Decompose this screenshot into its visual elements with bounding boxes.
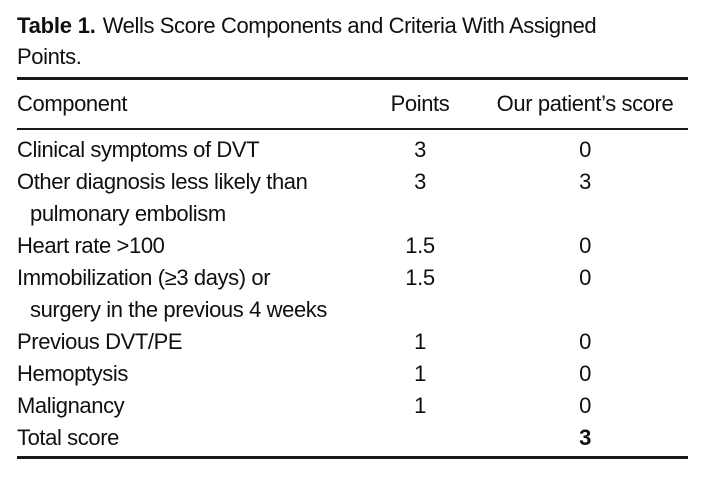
cell-score: 0 — [579, 361, 591, 386]
cell-points: 3 — [414, 169, 426, 194]
component-text: Other diagnosis less likely than — [17, 169, 308, 194]
header-patient-score: Our patient’s score — [496, 90, 674, 116]
cell-component: Previous DVT/PE — [17, 326, 358, 358]
cell-points: 1.5 — [405, 265, 435, 290]
cell-component: Immobilization (≥3 days) or surgery in th… — [17, 262, 358, 326]
cell-component: Other diagnosis less likely than pulmonar… — [17, 166, 358, 230]
table-header-rule — [17, 127, 688, 130]
component-text-wrap: pulmonary embolism — [30, 201, 226, 226]
table-row-previous-dvt-pe: Previous DVT/PE 1 0 — [17, 326, 688, 358]
table-top-rule — [17, 77, 688, 80]
caption-line1: Table 1. Wells Score Components and Crite… — [17, 10, 688, 41]
cell-component: Malignancy — [17, 390, 358, 422]
table-row-total-score: Total score 3 — [17, 422, 688, 454]
caption-text-line2: Points. — [17, 44, 82, 69]
component-text: Malignancy — [17, 393, 125, 418]
header-component: Component — [17, 90, 128, 116]
table-caption: Table 1. Wells Score Components and Crite… — [17, 10, 688, 72]
table-row-other-diagnosis: Other diagnosis less likely than pulmonar… — [17, 166, 688, 230]
cell-score: 0 — [579, 265, 591, 290]
cell-score: 0 — [579, 329, 591, 354]
table-header-row: Component Points Our patient’s score — [17, 80, 688, 128]
cell-points: 1 — [414, 393, 426, 418]
cell-score: 0 — [579, 393, 591, 418]
component-text: Immobilization (≥3 days) or — [17, 265, 271, 290]
cell-score: 0 — [579, 137, 591, 162]
cell-points: 1.5 — [405, 233, 435, 258]
table-row-immobilization: Immobilization (≥3 days) or surgery in th… — [17, 262, 688, 326]
table-body: Clinical symptoms of DVT 3 0 Other diagn… — [17, 130, 688, 456]
component-text: Clinical symptoms of DVT — [17, 137, 260, 162]
cell-component: Clinical symptoms of DVT — [17, 134, 358, 166]
cell-points: 1 — [414, 361, 426, 386]
cell-component: Total score — [17, 422, 358, 454]
component-text: Heart rate >100 — [17, 233, 165, 258]
cell-score: 3 — [579, 169, 591, 194]
cell-component: Hemoptysis — [17, 358, 358, 390]
caption-text-line1: Wells Score Components and Criteria With… — [102, 13, 597, 38]
component-text: Total score — [17, 425, 119, 450]
component-text: Previous DVT/PE — [17, 329, 183, 354]
cell-points: 3 — [414, 137, 426, 162]
table-row-heart-rate: Heart rate >100 1.5 0 — [17, 230, 688, 262]
table-number-label: Table 1. — [17, 13, 96, 38]
table-row-clinical-symptoms: Clinical symptoms of DVT 3 0 — [17, 134, 688, 166]
component-text: Hemoptysis — [17, 361, 128, 386]
table-row-malignancy: Malignancy 1 0 — [17, 390, 688, 422]
cell-total-score: 3 — [579, 425, 591, 450]
header-points: Points — [390, 90, 450, 116]
table-row-hemoptysis: Hemoptysis 1 0 — [17, 358, 688, 390]
cell-score: 0 — [579, 233, 591, 258]
cell-points: 1 — [414, 329, 426, 354]
cell-component: Heart rate >100 — [17, 230, 358, 262]
table-bottom-rule — [17, 456, 688, 459]
component-text-wrap: surgery in the previous 4 weeks — [30, 297, 327, 322]
